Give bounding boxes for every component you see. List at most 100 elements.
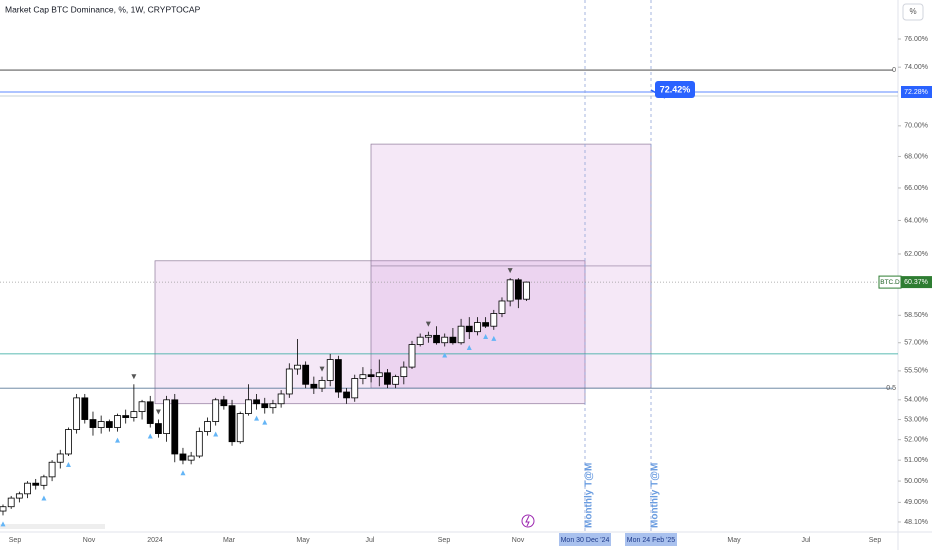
y-tick-label: 74.00% <box>904 64 928 71</box>
y-tick-label: 49.00% <box>904 499 928 506</box>
candle-body <box>253 399 260 405</box>
signal-down <box>425 321 431 327</box>
candle-body <box>187 455 195 461</box>
candle-body <box>285 368 293 395</box>
candle-body <box>359 374 367 379</box>
vertical-label: Monthly T@M <box>650 463 661 528</box>
candle-body <box>318 380 326 389</box>
y-tick-label: 62.00% <box>904 251 928 258</box>
candle-body <box>89 419 97 428</box>
x-tick-label: Jul <box>802 537 811 544</box>
candle-body <box>32 482 40 486</box>
candle-body <box>482 322 490 327</box>
candle-body <box>228 405 236 443</box>
y-tick-label: 50.00% <box>904 478 928 485</box>
candle-body <box>514 279 522 300</box>
candle-body <box>81 397 89 420</box>
x-tick-label: May <box>727 537 741 544</box>
callout-label: 72.42% <box>660 84 691 94</box>
candle-body <box>171 399 179 455</box>
candle-body <box>424 334 432 338</box>
candle-body <box>465 325 473 333</box>
price-label-box <box>901 276 932 289</box>
price-label-box <box>901 86 932 99</box>
x-tick-label: Sep <box>869 537 882 544</box>
candle-body <box>7 497 15 508</box>
candle-body <box>277 393 285 405</box>
y-tick-label: 51.00% <box>904 457 928 464</box>
candle-body <box>220 399 228 407</box>
candle-body <box>0 506 7 512</box>
candle-body <box>146 401 154 424</box>
candle-body <box>97 421 105 428</box>
y-tick-label: 76.00% <box>904 36 928 43</box>
candle-body <box>261 403 269 409</box>
candle-body <box>310 383 318 389</box>
candle-body <box>400 366 408 378</box>
candle-body <box>163 399 171 434</box>
candle-body <box>523 281 530 300</box>
candle-body <box>105 421 113 428</box>
candle-body <box>294 364 301 370</box>
candle-body <box>122 415 130 418</box>
unit-button[interactable] <box>902 3 924 21</box>
candle-body <box>457 325 465 344</box>
candle-body <box>302 364 310 385</box>
chart-title: Market Cap BTC Dominance, %, 1W, CRYPTOC… <box>5 4 201 14</box>
date-flag: Mon 30 Dec '24 <box>561 537 610 544</box>
candle-body <box>24 482 31 495</box>
candle-body <box>130 411 138 418</box>
fib-label: 0.5 <box>886 385 896 392</box>
candle-body <box>155 423 162 434</box>
scrollbar[interactable] <box>0 524 105 529</box>
candle-body <box>441 336 449 344</box>
signal-up <box>254 415 260 421</box>
signal-up <box>180 470 186 476</box>
signal-up <box>483 334 489 340</box>
signal-down <box>507 268 513 274</box>
y-tick-label: 48.10% <box>904 519 928 526</box>
candle-body <box>408 344 416 368</box>
signal-down <box>319 366 325 372</box>
candle-body <box>384 372 391 385</box>
candle-body <box>498 300 506 314</box>
y-tick-label: 70.00% <box>904 123 928 130</box>
candle-body <box>40 476 48 486</box>
x-tick-label: Nov <box>83 537 96 544</box>
candle-body <box>343 391 350 399</box>
candle-body <box>195 431 203 457</box>
x-tick-label: May <box>296 537 310 544</box>
flash-icon[interactable] <box>521 514 535 528</box>
signal-up <box>466 345 472 351</box>
candle-body <box>179 453 187 461</box>
candle-body <box>474 322 481 333</box>
x-tick-label: Jul <box>366 537 375 544</box>
candle-body <box>73 397 81 430</box>
signal-up <box>491 335 497 341</box>
y-tick-label: 53.00% <box>904 416 928 423</box>
signal-up <box>213 431 219 437</box>
candle-body <box>212 399 220 422</box>
price-label: 60.37% <box>904 279 928 286</box>
x-tick-label: Mar <box>223 537 236 544</box>
candle-body <box>334 359 342 393</box>
signal-up <box>65 462 71 468</box>
signal-up <box>41 495 47 501</box>
candle-body <box>449 336 457 344</box>
candle-body <box>326 359 334 381</box>
candle-body <box>392 376 400 385</box>
candle-body <box>56 453 64 463</box>
callout-box <box>655 80 695 98</box>
candle-body <box>244 399 252 414</box>
y-tick-label: 66.00% <box>904 185 928 192</box>
x-tick-label: 2024 <box>147 537 163 544</box>
candle-body <box>416 336 424 345</box>
candle-body <box>236 413 244 443</box>
y-tick-label: 68.00% <box>904 153 928 160</box>
x-tick-label: Sep <box>9 537 22 544</box>
signal-up <box>115 437 121 443</box>
candle-body <box>138 401 146 413</box>
y-tick-label: 54.00% <box>904 397 928 404</box>
unit-button-label[interactable]: % <box>909 7 916 16</box>
